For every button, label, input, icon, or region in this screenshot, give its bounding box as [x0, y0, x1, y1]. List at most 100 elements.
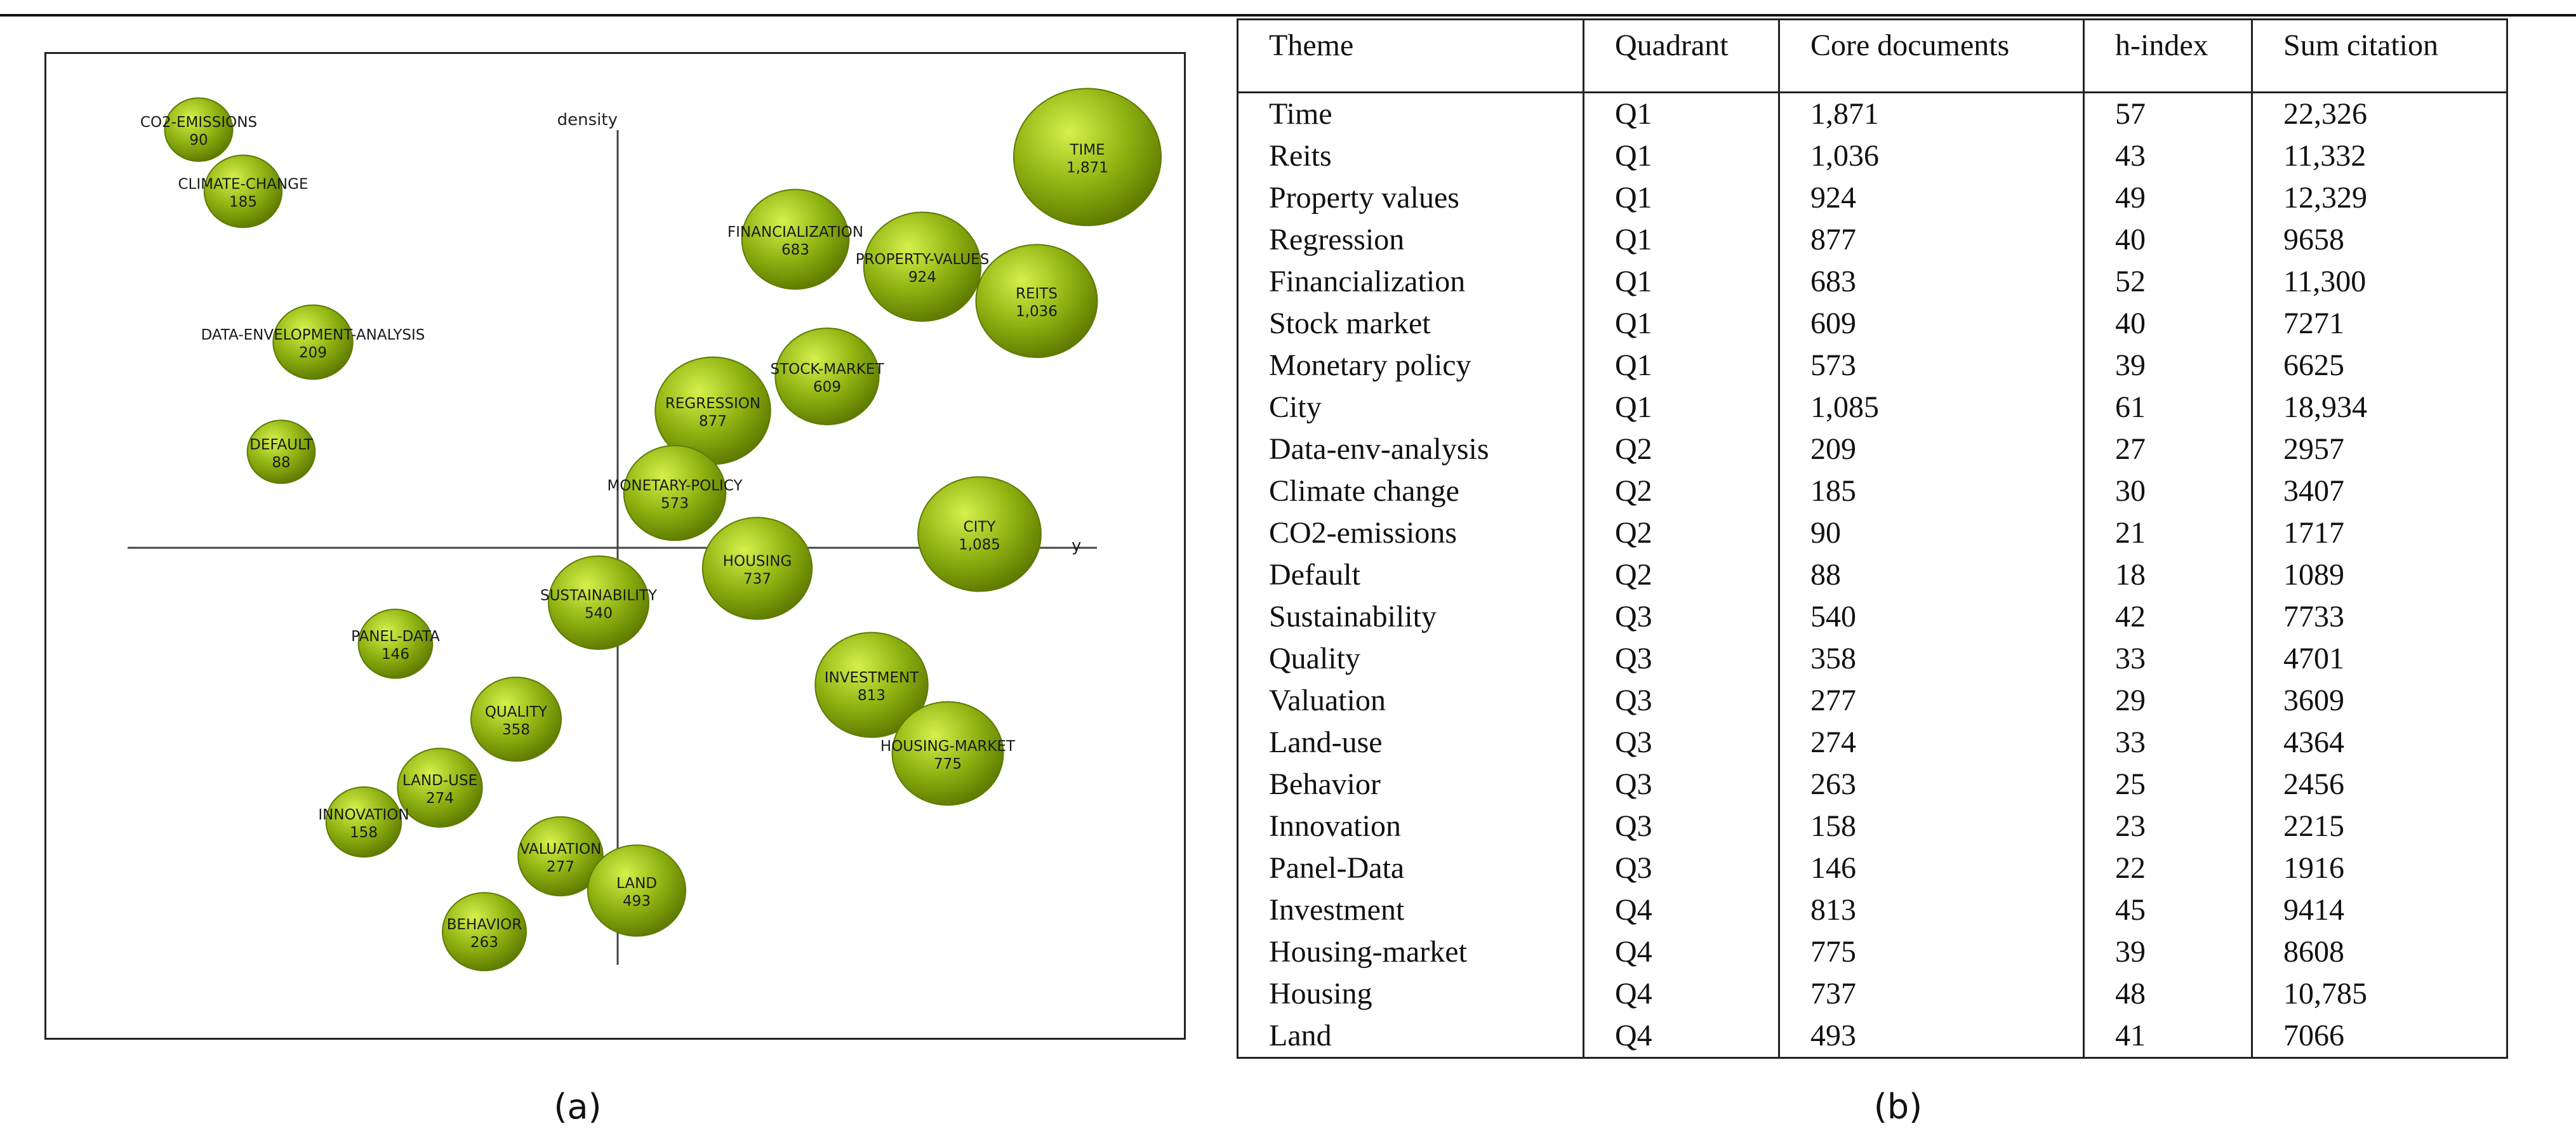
sum-citation-cell: 18,934: [2251, 387, 2508, 428]
h-index-cell: 57: [2083, 92, 2253, 135]
table-row: Behavior Q3 263 25 2456: [1237, 764, 2508, 806]
quadrant-cell: Q4: [1583, 973, 1780, 1015]
core-documents-cell: 158: [1778, 806, 2085, 847]
h-index-cell: 33: [2083, 638, 2253, 680]
h-index-cell: 29: [2083, 680, 2253, 722]
quadrant-cell: Q1: [1583, 219, 1780, 261]
sum-citation-cell: 9414: [2251, 889, 2508, 931]
bubble-value-label: 609: [813, 379, 841, 395]
theme-cell: Panel-Data: [1237, 847, 1584, 889]
theme-cell: Monetary policy: [1237, 345, 1584, 387]
quadrant-cell: Q4: [1583, 1015, 1780, 1059]
h-index-cell: 18: [2083, 554, 2253, 596]
quadrant-header: Quadrant: [1583, 18, 1780, 93]
table-row: Land-use Q3 274 33 4364: [1237, 722, 2508, 764]
table-header-row: Theme Quadrant Core documents h-index Sum ci…: [1237, 18, 2508, 93]
core-documents-cell: 1,036: [1778, 135, 2085, 177]
bubble-label: HOUSING: [723, 553, 792, 569]
table-row: Sustainability Q3 540 42 7733: [1237, 596, 2508, 638]
table-row: Stock market Q1 609 40 7271: [1237, 303, 2508, 345]
theme-cell: Sustainability: [1237, 596, 1584, 638]
theme-cell: Behavior: [1237, 764, 1584, 806]
theme-table: Theme Quadrant Core documents h-index Sum ci…: [1237, 18, 2508, 1059]
panel-a-caption: (a): [554, 1087, 602, 1127]
h-index-header: h-index: [2083, 18, 2253, 93]
bubble-label: CO2-EMISSIONS: [140, 114, 257, 131]
theme-cell: Time: [1237, 92, 1584, 135]
bubble-quality: QUALITY 358: [470, 676, 562, 762]
quadrant-cell: Q3: [1583, 680, 1780, 722]
table-row: Innovation Q3 158 23 2215: [1237, 806, 2508, 847]
sum-citation-cell: 10,785: [2251, 973, 2508, 1015]
bubble-label: STOCK-MARKET: [770, 361, 884, 378]
core-documents-cell: 277: [1778, 680, 2085, 722]
bubble-mark: [917, 476, 1042, 592]
sum-citation-cell: 2215: [2251, 806, 2508, 847]
core-documents-cell: 609: [1778, 303, 2085, 345]
core-documents-cell: 924: [1778, 177, 2085, 219]
quadrant-cell: Q3: [1583, 596, 1780, 638]
table-row: Housing Q4 737 48 10,785: [1237, 973, 2508, 1015]
theme-cell: Financialization: [1237, 261, 1584, 303]
bubble-value-label: 813: [858, 687, 886, 704]
h-index-cell: 40: [2083, 303, 2253, 345]
bubble-value-label: 88: [272, 454, 290, 471]
strategic-diagram-panel: density y CO2-EMISSIONS 90 CLIMATE-CHANGE 1…: [44, 52, 1186, 1040]
top-rule: [0, 14, 2576, 17]
bubble-innovation: INNOVATION 158: [318, 786, 409, 858]
theme-cell: Reits: [1237, 135, 1584, 177]
bubble-value-label: 924: [908, 269, 936, 286]
bubble-mark: [741, 189, 850, 290]
h-index-cell: 45: [2083, 889, 2253, 931]
theme-cell: Innovation: [1237, 806, 1584, 847]
core-documents-cell: 358: [1778, 638, 2085, 680]
theme-cell: Regression: [1237, 219, 1584, 261]
theme-cell: CO2-emissions: [1237, 512, 1584, 554]
sum-citation-cell: 4701: [2251, 638, 2508, 680]
quadrant-cell: Q1: [1583, 177, 1780, 219]
core-documents-cell: 540: [1778, 596, 2085, 638]
bubble-value-label: 1,871: [1066, 159, 1108, 176]
bubble-mark: [517, 816, 604, 897]
h-index-cell: 23: [2083, 806, 2253, 847]
quadrant-cell: Q2: [1583, 428, 1780, 470]
sum-citation-cell: 4364: [2251, 722, 2508, 764]
table-row: Monetary policy Q1 573 39 6625: [1237, 345, 2508, 387]
sum-citation-cell: 7733: [2251, 596, 2508, 638]
h-index-cell: 33: [2083, 722, 2253, 764]
y-axis-label: density: [557, 110, 618, 129]
bubble-value-label: 540: [585, 605, 613, 621]
h-index-cell: 41: [2083, 1015, 2253, 1059]
h-index-cell: 43: [2083, 135, 2253, 177]
bubble-mark: [470, 676, 562, 762]
bubble-mark: [623, 444, 727, 541]
bubble-mark: [325, 786, 402, 858]
bubble-value-label: 277: [547, 859, 574, 875]
bubble-label: SUSTAINABILITY: [540, 587, 658, 604]
h-index-cell: 49: [2083, 177, 2253, 219]
bubble-label: PROPERTY-VALUES: [856, 251, 990, 268]
core-documents-cell: 1,085: [1778, 387, 2085, 428]
core-documents-cell: 209: [1778, 428, 2085, 470]
core-documents-cell: 573: [1778, 345, 2085, 387]
sum-citation-cell: 3407: [2251, 470, 2508, 512]
bubble-mark: [774, 328, 880, 425]
core-documents-cell: 274: [1778, 722, 2085, 764]
quadrant-cell: Q4: [1583, 889, 1780, 931]
h-index-cell: 30: [2083, 470, 2253, 512]
table-row: City Q1 1,085 61 18,934: [1237, 387, 2508, 428]
bubble-value-label: 573: [661, 496, 689, 512]
sum-citation-cell: 1717: [2251, 512, 2508, 554]
bubble-value-label: 1,085: [959, 536, 1000, 553]
theme-cell: Climate change: [1237, 470, 1584, 512]
theme-cell: Housing-market: [1237, 931, 1584, 973]
h-index-cell: 27: [2083, 428, 2253, 470]
bubble-value-label: 877: [699, 413, 727, 430]
